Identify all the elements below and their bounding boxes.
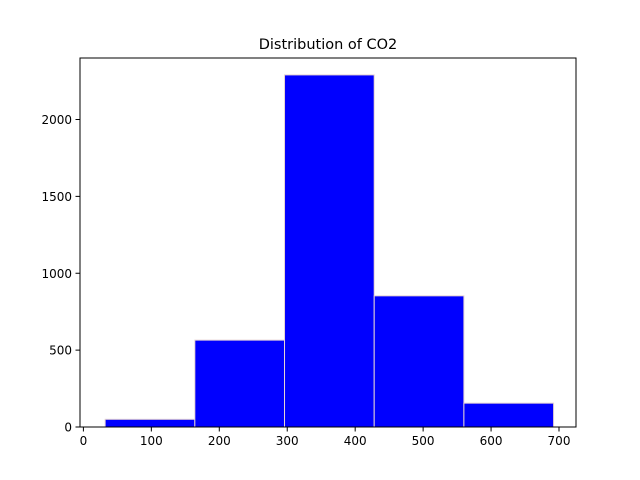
x-tick-label-7: 700	[548, 434, 571, 448]
y-tick-label-4: 2000	[41, 113, 72, 127]
y-tick-label-1: 500	[49, 344, 72, 358]
x-axis: 0 100 200 300 400 500 600 700	[80, 427, 571, 448]
y-tick-label-3: 1500	[41, 190, 72, 204]
x-tick-label-1: 100	[140, 434, 163, 448]
y-tick-label-0: 0	[64, 421, 72, 435]
y-axis: 0 500 1000 1500 2000	[41, 113, 80, 435]
x-tick-label-6: 600	[480, 434, 503, 448]
histogram-bar-3	[373, 295, 465, 428]
histogram-bar-4	[463, 402, 555, 428]
y-tick-label-2: 1000	[41, 267, 72, 281]
x-tick-label-4: 400	[344, 434, 367, 448]
chart-title: Distribution of CO2	[259, 37, 398, 53]
histogram-bar-2	[284, 74, 375, 428]
histogram-bar-0	[104, 418, 196, 428]
x-tick-label-2: 200	[208, 434, 231, 448]
x-tick-label-0: 0	[80, 434, 88, 448]
histogram-bar-1	[194, 339, 286, 428]
plot-frame	[79, 57, 577, 428]
bars-group	[104, 74, 555, 428]
x-tick-label-5: 500	[412, 434, 435, 448]
x-tick-label-3: 300	[276, 434, 299, 448]
